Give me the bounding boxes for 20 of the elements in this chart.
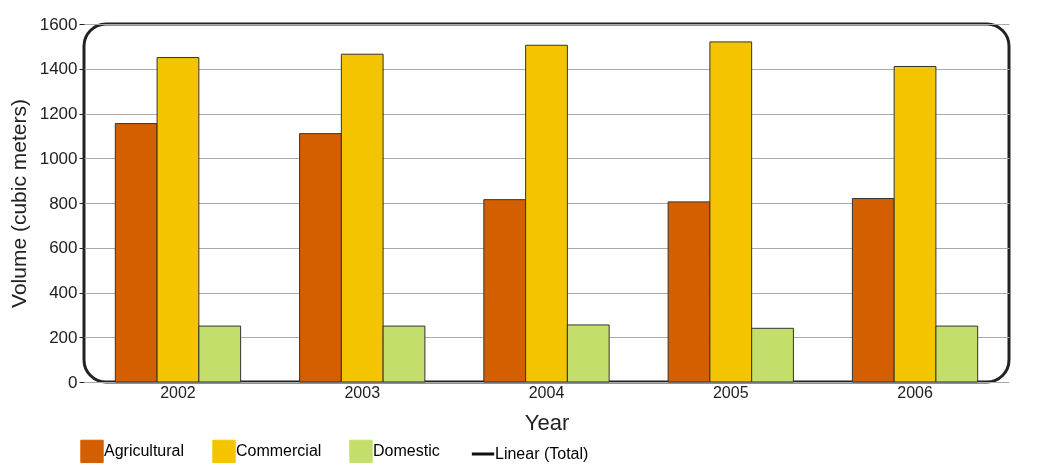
legend-label: Linear (Total) [495,445,589,462]
y-tick-label: 800 [49,193,78,213]
x-tick-label: 2005 [712,383,749,401]
y-axis-title: Volume (cubic meters) [6,99,30,308]
legend-label: Agricultural [104,442,185,460]
x-tick-label: 2004 [528,383,565,401]
y-tick-label: 1600 [39,14,78,34]
y-tick-label: 400 [49,283,78,302]
x-tick-label: 2006 [897,383,933,401]
y-tick-label: 600 [49,238,78,258]
x-axis-title: Year [524,409,570,435]
y-tick-label: 1200 [39,104,78,123]
y-tick-label: 200 [49,327,78,347]
y-tick-label: 1400 [39,59,78,79]
x-tick-label: 2002 [160,383,196,401]
y-tick-label: 1000 [39,148,78,168]
legend-label: Domestic [373,442,440,460]
legend-label: Commercial [236,442,322,460]
y-tick-label: 0 [68,372,78,392]
x-tick-label: 2003 [344,383,381,401]
